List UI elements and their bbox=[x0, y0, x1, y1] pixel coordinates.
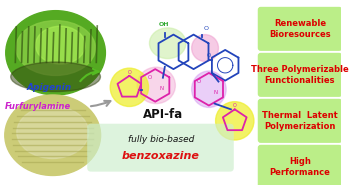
FancyBboxPatch shape bbox=[258, 145, 342, 189]
Ellipse shape bbox=[11, 62, 100, 91]
Ellipse shape bbox=[17, 106, 89, 159]
Ellipse shape bbox=[5, 95, 101, 175]
Text: Renewable
Bioresources: Renewable Bioresources bbox=[269, 19, 331, 39]
Text: Thermal  Latent
Polymerization: Thermal Latent Polymerization bbox=[262, 111, 338, 131]
Ellipse shape bbox=[5, 95, 101, 175]
Text: O: O bbox=[127, 70, 131, 75]
Ellipse shape bbox=[150, 28, 186, 59]
Text: N: N bbox=[214, 90, 218, 95]
Text: N: N bbox=[160, 86, 164, 91]
Ellipse shape bbox=[192, 71, 226, 107]
Text: Three Polymerizable
Functionalities: Three Polymerizable Functionalities bbox=[251, 65, 349, 85]
Text: High
Performance: High Performance bbox=[269, 157, 330, 177]
Text: OH: OH bbox=[159, 22, 169, 27]
Text: O: O bbox=[204, 26, 209, 31]
Text: API-fa: API-fa bbox=[143, 108, 183, 121]
Circle shape bbox=[216, 102, 254, 140]
Circle shape bbox=[110, 68, 148, 106]
Text: Apigenin: Apigenin bbox=[27, 83, 72, 92]
Ellipse shape bbox=[6, 11, 105, 95]
Ellipse shape bbox=[192, 35, 219, 61]
Ellipse shape bbox=[36, 26, 85, 64]
FancyBboxPatch shape bbox=[258, 53, 342, 97]
Ellipse shape bbox=[6, 11, 105, 95]
FancyBboxPatch shape bbox=[87, 124, 234, 172]
Text: Furfurylamine: Furfurylamine bbox=[5, 102, 71, 111]
Ellipse shape bbox=[16, 21, 95, 75]
Text: fully bio-based: fully bio-based bbox=[128, 135, 194, 144]
Text: O: O bbox=[233, 103, 237, 108]
Text: benzoxazine: benzoxazine bbox=[122, 151, 200, 161]
Text: O: O bbox=[207, 53, 211, 58]
Text: O: O bbox=[197, 78, 201, 84]
FancyBboxPatch shape bbox=[258, 99, 342, 143]
FancyBboxPatch shape bbox=[258, 7, 342, 51]
Ellipse shape bbox=[137, 67, 176, 104]
Text: O: O bbox=[147, 75, 152, 80]
